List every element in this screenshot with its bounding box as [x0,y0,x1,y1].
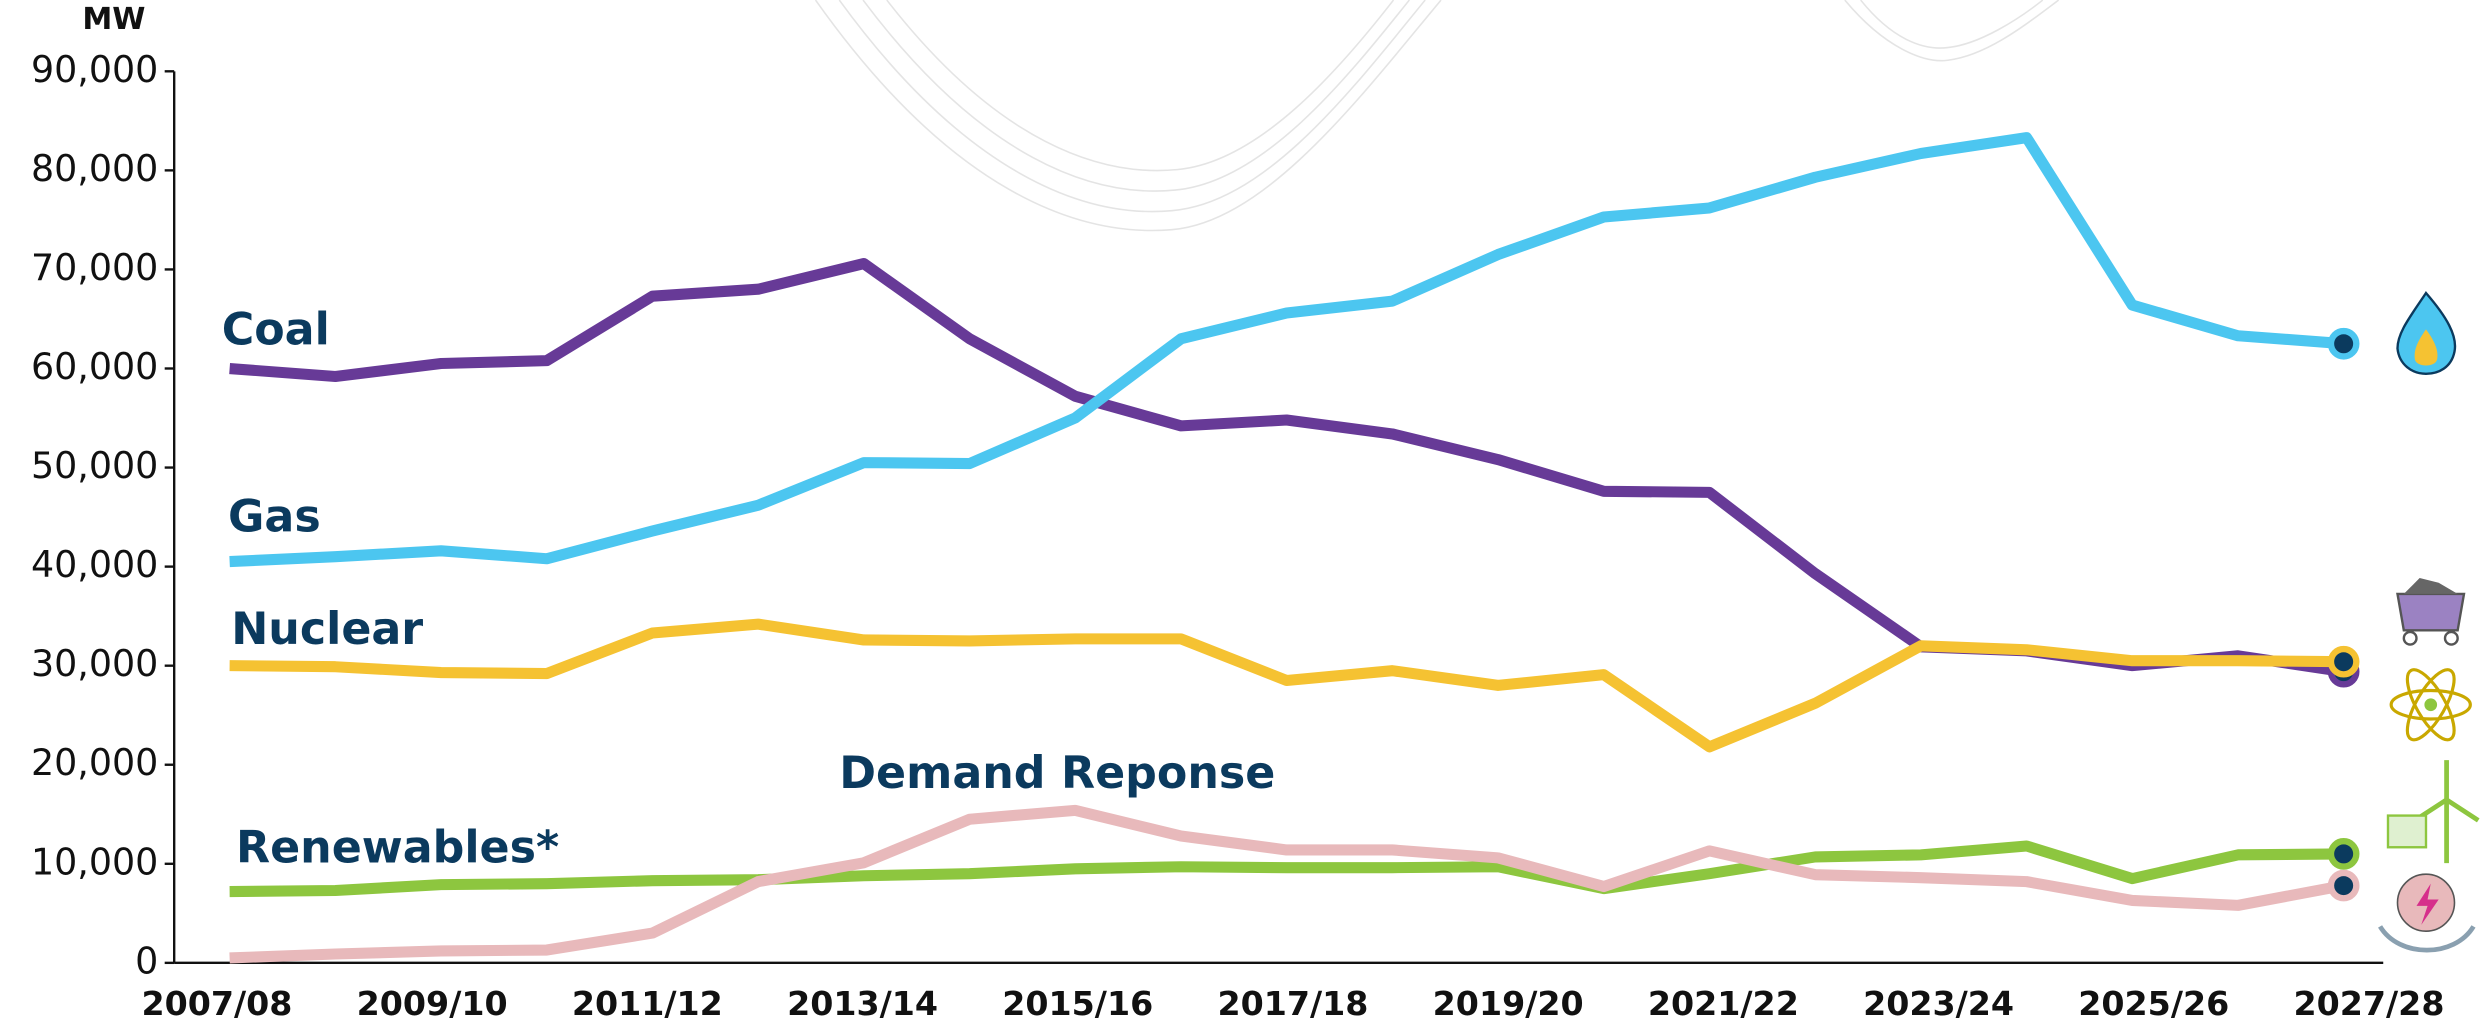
x-tick-label: 2011/12 [572,984,723,1023]
series-label: Coal [222,305,330,356]
series-label: Gas [228,491,321,542]
x-tick-label: 2009/10 [357,984,508,1023]
x-tick-label: 2017/18 [1217,984,1368,1023]
y-tick-label: 40,000 [31,543,158,586]
y-tick-label: 80,000 [31,147,158,190]
x-tick-label: 2013/14 [787,984,938,1023]
y-axis-unit: MW [82,2,145,37]
end-point [2327,869,2360,902]
icons [2378,291,2480,953]
series-label: Demand Reponse [839,748,1275,799]
y-tick-label: 70,000 [31,246,158,289]
x-tick-label: 2015/16 [1002,984,1153,1023]
series-line [229,618,2344,753]
series-label: Nuclear [231,604,423,655]
y-tick-label: 10,000 [31,840,158,883]
y-tick-label: 50,000 [31,444,158,487]
end-point [2327,838,2360,870]
end-point [2327,327,2360,360]
y-tick-label: 20,000 [31,741,158,784]
series-label: Renewables* [236,822,559,873]
series-line [229,840,2344,898]
end-point [2327,645,2360,678]
x-tick-label: 2019/20 [1433,984,1584,1023]
series-line [229,132,2345,568]
background-decoration [814,0,2060,232]
y-tick-label: 90,000 [31,48,158,91]
x-tick-label: 2025/26 [2078,984,2229,1023]
x-tick-label: 2027/28 [2294,984,2445,1023]
x-tick-label: 2021/22 [1648,984,1799,1023]
y-tick-label: 0 [135,939,158,982]
y-tick-label: 60,000 [31,345,158,388]
y-tick-label: 30,000 [31,642,158,685]
series-line [229,258,2345,678]
x-tick-label: 2007/08 [141,984,292,1023]
x-tick-label: 2023/24 [1863,984,2014,1023]
series-line [229,804,2345,964]
